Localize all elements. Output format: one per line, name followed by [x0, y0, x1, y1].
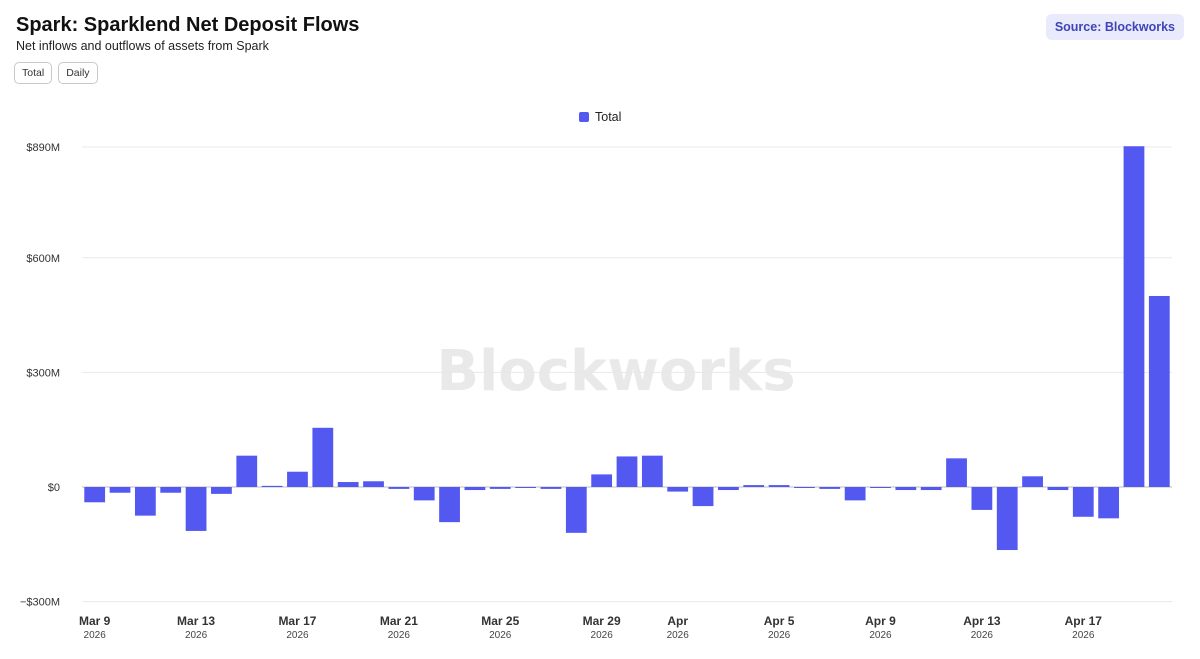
- y-axis: $890M $600M $300M $0 −$300M: [20, 142, 60, 609]
- x-tick-year: 2026: [185, 630, 208, 641]
- x-tick-label: Mar 17: [278, 614, 316, 628]
- bar[interactable]: [489, 487, 511, 489]
- y-tick-label: $300M: [26, 367, 60, 379]
- bar[interactable]: [287, 471, 308, 487]
- x-tick-year: 2026: [667, 630, 690, 641]
- bar[interactable]: [1047, 487, 1069, 491]
- bar[interactable]: [1072, 487, 1094, 517]
- x-tick-year: 2026: [591, 630, 614, 641]
- x-tick-label: Mar 21: [380, 614, 418, 628]
- total-toggle-button[interactable]: Total: [14, 62, 53, 84]
- x-tick-label: Apr 5: [764, 614, 795, 628]
- x-tick-label: Mar 13: [177, 614, 215, 628]
- bar[interactable]: [692, 487, 714, 507]
- bar[interactable]: [236, 455, 258, 487]
- y-tick-label: $890M: [26, 142, 60, 154]
- bar[interactable]: [312, 427, 334, 487]
- bar[interactable]: [1022, 476, 1043, 487]
- source-badge[interactable]: Source: Blockworks: [1045, 14, 1184, 40]
- bar[interactable]: [515, 487, 536, 488]
- x-tick-year: 2026: [388, 630, 411, 641]
- x-tick-year: 2026: [971, 630, 994, 641]
- bar[interactable]: [920, 487, 942, 491]
- chart-subtitle: Net inflows and outflows of assets from …: [16, 39, 269, 53]
- bar[interactable]: [134, 487, 156, 516]
- bar[interactable]: [971, 487, 993, 510]
- chart-header: Spark: Sparklend Net Deposit Flows Net i…: [16, 12, 359, 53]
- y-tick-label: −$300M: [20, 597, 60, 609]
- legend-label-total: Total: [595, 110, 621, 124]
- x-tick-label: Apr 9: [865, 614, 896, 628]
- x-axis: Mar 9 2026 Mar 13 2026 Mar 17 2026 Mar 21 2026 M…: [79, 614, 1102, 641]
- y-tick-label: $600M: [26, 253, 60, 265]
- bar[interactable]: [464, 487, 486, 491]
- bar[interactable]: [185, 487, 207, 531]
- bar[interactable]: [794, 487, 815, 488]
- x-tick-label: Apr 13: [963, 614, 1001, 628]
- bar[interactable]: [768, 485, 790, 487]
- bar[interactable]: [996, 487, 1018, 551]
- bar[interactable]: [1148, 295, 1170, 487]
- bar[interactable]: [819, 487, 841, 489]
- bar[interactable]: [261, 485, 283, 487]
- bar[interactable]: [591, 474, 613, 487]
- bar[interactable]: [160, 487, 182, 493]
- bar[interactable]: [540, 487, 562, 489]
- x-tick-year: 2026: [84, 630, 107, 641]
- bar[interactable]: [1098, 487, 1120, 519]
- bar[interactable]: [616, 456, 638, 487]
- x-tick-year: 2026: [286, 630, 309, 641]
- bar[interactable]: [337, 482, 359, 487]
- legend-swatch-total: [579, 112, 589, 122]
- watermark-text: Blockworks: [436, 339, 795, 404]
- bar[interactable]: [743, 485, 765, 487]
- bar[interactable]: [211, 487, 232, 494]
- x-tick-year: 2026: [1072, 630, 1095, 641]
- bar[interactable]: [565, 487, 587, 533]
- bar[interactable]: [870, 487, 891, 488]
- bar[interactable]: [895, 487, 917, 491]
- daily-toggle-button[interactable]: Daily: [58, 62, 98, 84]
- x-tick-year: 2026: [489, 630, 512, 641]
- bar[interactable]: [667, 487, 689, 492]
- x-tick-label: Mar 9: [79, 614, 111, 628]
- x-tick-label: Mar 25: [481, 614, 519, 628]
- bar[interactable]: [388, 487, 410, 489]
- chart-title: Spark: Sparklend Net Deposit Flows: [16, 14, 360, 36]
- x-tick-label: Mar 29: [583, 614, 621, 628]
- bar[interactable]: [844, 487, 866, 501]
- bar[interactable]: [84, 487, 106, 503]
- bar[interactable]: [946, 458, 967, 487]
- bar[interactable]: [718, 487, 739, 491]
- x-tick-year: 2026: [869, 630, 892, 641]
- bar[interactable]: [413, 487, 435, 501]
- bar[interactable]: [641, 455, 663, 487]
- x-tick-label: Apr: [667, 614, 688, 628]
- bar[interactable]: [109, 487, 131, 493]
- legend[interactable]: Total: [579, 110, 621, 124]
- bar[interactable]: [439, 487, 460, 523]
- x-tick-label: Apr 17: [1065, 614, 1103, 628]
- bars-group: [84, 146, 1170, 551]
- y-tick-label: $0: [48, 482, 60, 494]
- bar[interactable]: [363, 481, 384, 487]
- view-toggle-group: Total Daily: [14, 62, 98, 84]
- x-tick-year: 2026: [768, 630, 791, 641]
- bar[interactable]: [1123, 146, 1145, 487]
